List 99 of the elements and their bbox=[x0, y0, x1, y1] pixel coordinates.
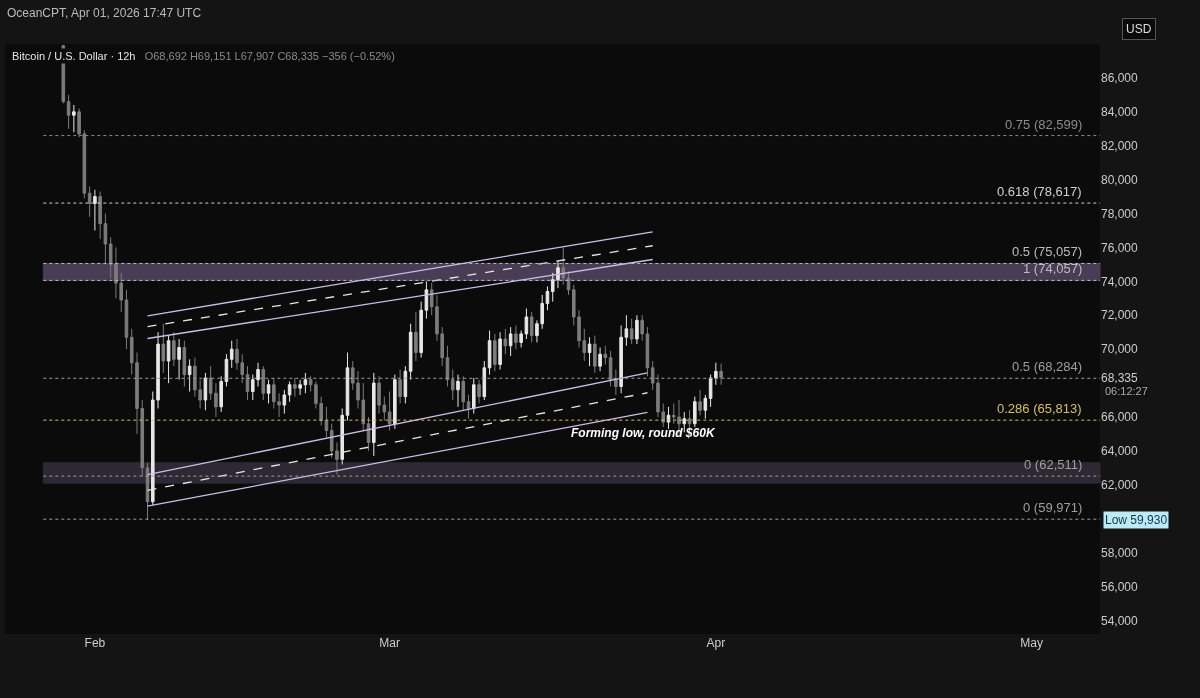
ref-line-label: 0 (59,971) bbox=[1023, 500, 1083, 515]
candlestick bbox=[393, 374, 397, 430]
candlestick bbox=[282, 389, 287, 415]
x-tick-label: Mar bbox=[379, 636, 400, 650]
candlestick bbox=[408, 323, 413, 381]
candlestick bbox=[340, 408, 345, 465]
candlestick bbox=[414, 311, 418, 362]
candlestick bbox=[629, 318, 634, 345]
candlestick bbox=[666, 406, 671, 430]
x-tick-label: Feb bbox=[84, 636, 106, 650]
text: USD bbox=[1126, 22, 1152, 36]
candlestick bbox=[703, 394, 708, 420]
candlestick bbox=[187, 358, 192, 393]
text: O68,692 H69,151 L67,907 C68,335 −356 (−0.52%) bbox=[144, 50, 395, 62]
candlestick bbox=[593, 335, 597, 374]
candlestick bbox=[698, 389, 702, 416]
candlestick bbox=[261, 365, 266, 401]
annotation: Forming low, round $60K bbox=[571, 426, 716, 440]
candlestick bbox=[203, 372, 208, 411]
candlestick bbox=[508, 326, 513, 357]
candlestick bbox=[608, 350, 613, 387]
y-tick-label: 76,000 bbox=[1101, 240, 1139, 255]
ref-line-label: 0.75 (82,599) bbox=[1005, 117, 1083, 132]
candlestick bbox=[324, 406, 329, 438]
candlestick bbox=[182, 340, 187, 387]
candlestick bbox=[456, 374, 460, 408]
y-tick-label: 64,000 bbox=[1101, 444, 1139, 459]
candlestick bbox=[472, 377, 476, 415]
y-tick-label: 86,000 bbox=[1101, 71, 1139, 86]
candlestick bbox=[477, 379, 481, 404]
candlestick bbox=[450, 369, 455, 401]
candlestick bbox=[566, 270, 571, 296]
candlestick bbox=[487, 330, 492, 376]
text: 06:12:27 bbox=[1105, 385, 1148, 397]
candlestick bbox=[461, 375, 466, 411]
y-tick-label: 82,000 bbox=[1101, 138, 1139, 153]
candlestick bbox=[177, 338, 181, 381]
candlestick bbox=[693, 396, 697, 428]
candlestick bbox=[372, 372, 376, 457]
ref-line-label: 1 (74,057) bbox=[1023, 261, 1083, 276]
candlestick bbox=[219, 375, 223, 413]
candlestick bbox=[66, 94, 71, 130]
candlestick bbox=[229, 340, 234, 369]
candlestick bbox=[166, 335, 171, 384]
candlestick bbox=[387, 391, 392, 432]
y-tick-label: 70,000 bbox=[1101, 342, 1139, 357]
y-tick-label: 62,000 bbox=[1101, 478, 1139, 492]
candlestick bbox=[266, 379, 271, 404]
candlestick bbox=[293, 377, 297, 398]
y-tick-label: 66,000 bbox=[1101, 410, 1139, 425]
ref-line-label: 0.5 (75,057) bbox=[1012, 244, 1083, 259]
y-tick-label: 84,000 bbox=[1101, 105, 1139, 120]
candlestick bbox=[482, 360, 487, 401]
candlestick bbox=[503, 328, 508, 355]
candlestick bbox=[682, 411, 687, 433]
y-tick-label: 54,000 bbox=[1101, 613, 1139, 628]
candlestick bbox=[587, 336, 592, 367]
candlestick bbox=[635, 314, 639, 345]
candlestick bbox=[545, 285, 550, 311]
text: OceanCPT, Apr 01, 2026 17:47 UTC bbox=[7, 6, 202, 20]
ref-line-label: 0.5 (68,284) bbox=[1012, 359, 1083, 374]
y-tick-label: 72,000 bbox=[1101, 308, 1139, 323]
candlestick bbox=[687, 409, 692, 430]
y-tick-label: 80,000 bbox=[1101, 172, 1139, 187]
y-tick-label: 74,000 bbox=[1101, 274, 1139, 289]
candlestick bbox=[445, 345, 450, 387]
candlestick bbox=[598, 346, 602, 372]
candlestick bbox=[403, 365, 408, 404]
candlestick bbox=[466, 394, 471, 420]
candlestick bbox=[345, 352, 350, 421]
y-tick-label: 56,000 bbox=[1101, 579, 1139, 594]
candlestick bbox=[640, 314, 644, 342]
candlestick bbox=[493, 333, 497, 372]
candlestick bbox=[87, 185, 92, 218]
text: Low 59,930 bbox=[1105, 513, 1168, 527]
candlestick bbox=[287, 380, 292, 403]
y-tick-label: 78,000 bbox=[1101, 206, 1139, 221]
candlestick bbox=[245, 365, 250, 401]
x-tick-label: May bbox=[1020, 636, 1043, 650]
candlestick bbox=[72, 104, 76, 133]
candlestick bbox=[719, 363, 723, 386]
y-tick-label: 68,335 bbox=[1101, 370, 1139, 385]
candlestick bbox=[498, 331, 502, 371]
candlestick bbox=[529, 311, 534, 343]
candlestick bbox=[398, 369, 402, 404]
candlestick bbox=[614, 369, 618, 396]
candlestick bbox=[93, 189, 97, 231]
candlestick bbox=[561, 246, 566, 286]
y-tick-label: 58,000 bbox=[1101, 545, 1139, 560]
candlestick bbox=[514, 324, 518, 350]
text: Bitcoin / U.S. Dollar · 12h bbox=[12, 50, 136, 62]
ref-line-label: 0.618 (78,617) bbox=[997, 184, 1082, 199]
candlestick bbox=[124, 289, 129, 350]
x-tick-label: Apr bbox=[706, 636, 726, 650]
ref-line-label: 0.286 (65,813) bbox=[997, 401, 1082, 416]
candlestick bbox=[161, 323, 166, 374]
candlestick bbox=[603, 345, 608, 365]
ref-line-label: 0 (62,511) bbox=[1024, 457, 1083, 472]
candlestick bbox=[172, 331, 176, 367]
